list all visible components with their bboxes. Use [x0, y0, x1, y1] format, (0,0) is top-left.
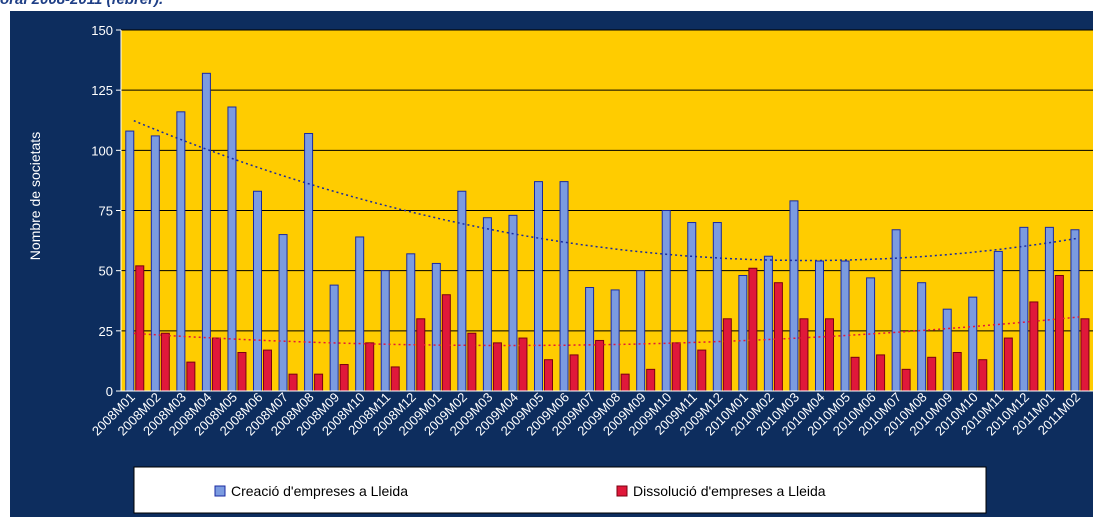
bar-dissolucio — [671, 342, 681, 392]
bar-creacio — [636, 270, 646, 392]
bar-creacio — [150, 135, 160, 392]
bar-creacio — [533, 181, 543, 392]
bar-creacio — [738, 274, 748, 392]
bar-dissolucio — [365, 342, 375, 392]
bar-creacio — [176, 111, 186, 392]
bar-creacio — [942, 308, 952, 392]
bar-creacio — [304, 132, 314, 392]
bar-dissolucio — [697, 349, 707, 392]
bar-dissolucio — [901, 368, 911, 392]
y-tick-label: 75 — [99, 204, 113, 219]
chart-title-fragment: oral 2008-2011 (febrer). — [0, 0, 1093, 11]
legend-label-creacio: Creació d'empreses a Lleida — [231, 483, 408, 499]
legend-swatch-creacio — [214, 485, 226, 497]
bar-dissolucio — [952, 351, 962, 392]
bar-creacio — [891, 229, 901, 392]
bar-dissolucio — [467, 332, 477, 392]
y-tick-label: 0 — [106, 384, 113, 399]
bar-dissolucio — [1029, 301, 1039, 392]
y-tick-label: 150 — [91, 23, 113, 38]
bar-dissolucio — [390, 366, 400, 392]
bar-dissolucio — [1054, 274, 1064, 392]
bar-dissolucio — [288, 373, 298, 392]
bar-dissolucio — [543, 359, 553, 392]
bar-creacio — [763, 255, 773, 392]
bar-dissolucio — [1080, 318, 1090, 392]
bar-creacio — [661, 210, 671, 392]
bar-creacio — [687, 222, 697, 392]
bar-creacio — [201, 72, 211, 392]
bar-creacio — [789, 200, 799, 392]
bar-dissolucio — [262, 349, 272, 392]
bar-dissolucio — [927, 356, 937, 392]
bar-dissolucio — [314, 373, 324, 392]
bar-creacio — [278, 234, 288, 392]
bar-creacio — [125, 130, 135, 392]
legend-swatch-dissolucio — [616, 485, 628, 497]
bar-dissolucio — [620, 373, 630, 392]
bar-dissolucio — [850, 356, 860, 392]
bar-creacio — [406, 253, 416, 392]
bar-dissolucio — [876, 354, 886, 392]
bar-dissolucio — [595, 339, 605, 392]
bar-dissolucio — [722, 318, 732, 392]
trendlines — [133, 120, 1080, 347]
bar-creacio — [1019, 226, 1029, 392]
y-tick-label: 50 — [99, 264, 113, 279]
bar-creacio — [227, 106, 237, 392]
bar-dissolucio — [186, 361, 196, 392]
bar-dissolucio — [135, 265, 145, 392]
bar-dissolucio — [1003, 337, 1013, 392]
bar-dissolucio — [748, 267, 758, 392]
bar-dissolucio — [646, 368, 656, 392]
bar-dissolucio — [492, 342, 502, 392]
legend-label-dissolucio: Dissolució d'empreses a Lleida — [633, 483, 826, 499]
bar-creacio — [993, 250, 1003, 392]
bar-creacio — [355, 236, 365, 392]
y-tick-label: 25 — [99, 324, 113, 339]
bar-creacio — [1044, 226, 1054, 392]
bar-creacio — [559, 181, 569, 392]
trendline-creacio — [133, 120, 1080, 262]
bar-creacio — [252, 190, 262, 392]
legend-box — [133, 466, 987, 514]
bar-creacio — [482, 217, 492, 392]
bar-creacio — [431, 262, 441, 392]
bar-creacio — [1070, 229, 1080, 392]
bar-dissolucio — [978, 359, 988, 392]
bar-creacio — [814, 260, 824, 392]
bar-creacio — [329, 284, 339, 392]
bar-creacio — [585, 287, 595, 392]
bar-creacio — [712, 222, 722, 392]
bar-dissolucio — [441, 294, 451, 392]
y-axis-label: Nombre de societats — [27, 132, 43, 260]
bar-creacio — [508, 214, 518, 392]
bar-dissolucio — [799, 318, 809, 392]
bar-dissolucio — [160, 332, 170, 392]
y-tick-label: 125 — [91, 83, 113, 98]
y-tick-label: 100 — [91, 143, 113, 158]
bar-dissolucio — [416, 318, 426, 392]
bar-creacio — [380, 270, 390, 392]
bar-creacio — [840, 260, 850, 392]
bar-dissolucio — [773, 282, 783, 392]
bar-dissolucio — [211, 337, 221, 392]
y-axis-ticks: 0 25 50 75 100 125 150 — [91, 23, 1093, 399]
bars — [125, 72, 1090, 392]
bar-creacio — [610, 289, 620, 392]
bar-dissolucio — [824, 318, 834, 392]
bar-creacio — [917, 282, 927, 392]
bar-dissolucio — [237, 351, 247, 392]
bar-creacio — [968, 296, 978, 392]
legend: Creació d'empreses a Lleida Dissolució d… — [133, 466, 987, 514]
bar-dissolucio — [339, 364, 349, 392]
bar-dissolucio — [569, 354, 579, 392]
bar-creacio — [457, 190, 467, 392]
